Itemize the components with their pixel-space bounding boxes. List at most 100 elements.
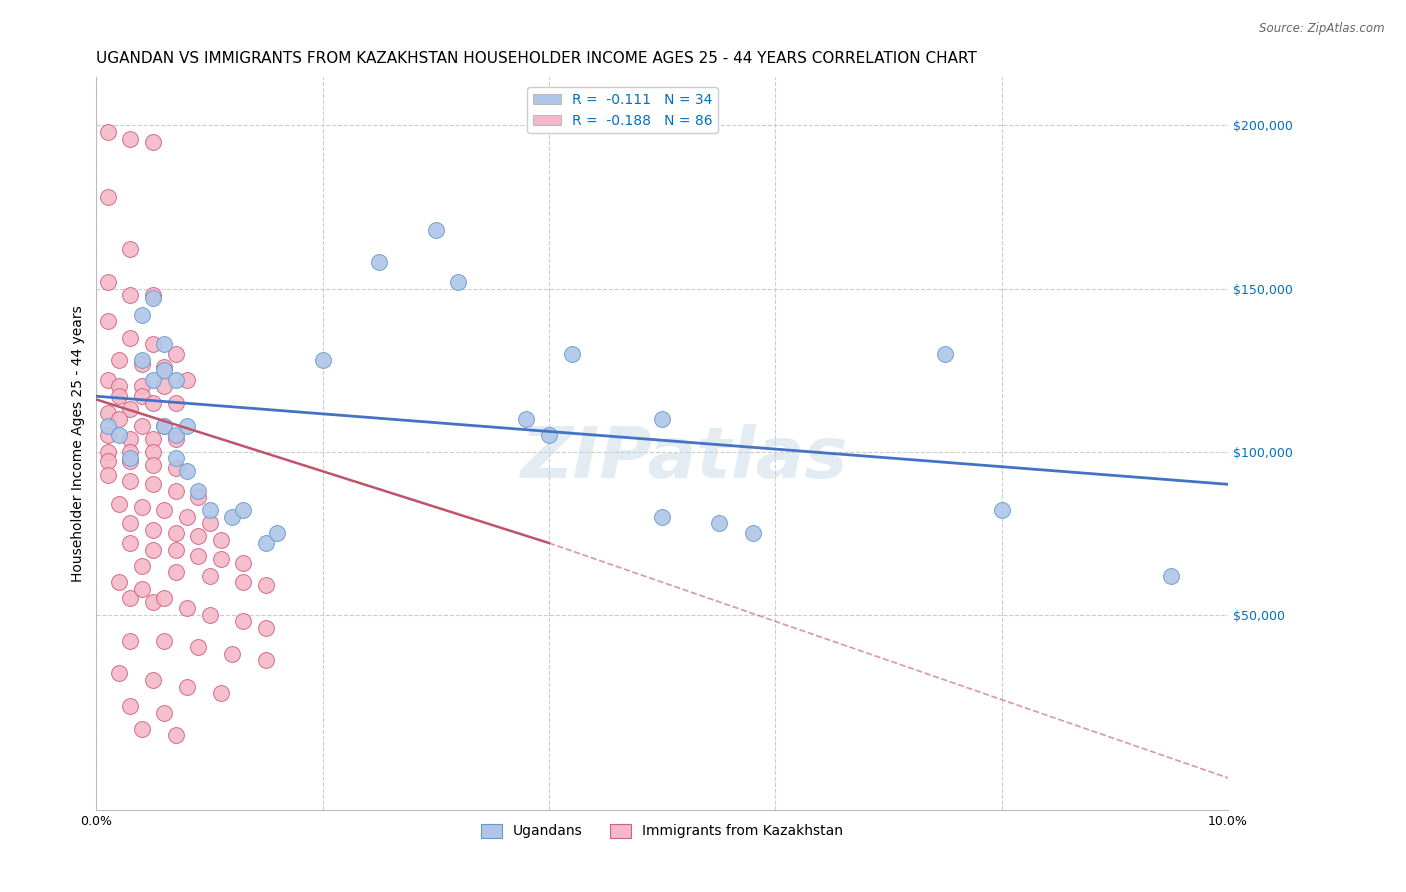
Point [142, 396, 165, 410]
Point [120, 402, 142, 417]
Point [165, 483, 187, 498]
Point [120, 131, 142, 145]
Point [209, 552, 232, 566]
Point [651, 412, 673, 426]
Point [165, 451, 187, 466]
Point [254, 578, 277, 592]
Point [537, 428, 560, 442]
Point [142, 373, 165, 387]
Point [165, 566, 187, 580]
Point [131, 357, 153, 371]
Point [131, 353, 153, 368]
Point [153, 706, 176, 720]
Point [187, 483, 209, 498]
Point [120, 516, 142, 531]
Point [120, 474, 142, 488]
Point [97, 314, 120, 328]
Point [142, 595, 165, 609]
Point [153, 633, 176, 648]
Point [254, 653, 277, 667]
Point [187, 549, 209, 563]
Point [131, 722, 153, 736]
Point [934, 347, 956, 361]
Point [198, 516, 221, 531]
Point [131, 558, 153, 573]
Point [142, 288, 165, 302]
Point [165, 373, 187, 387]
Point [153, 379, 176, 393]
Point [97, 454, 120, 468]
Point [165, 542, 187, 557]
Point [97, 467, 120, 482]
Point [232, 615, 254, 629]
Point [165, 729, 187, 743]
Point [120, 633, 142, 648]
Point [176, 510, 198, 524]
Point [1160, 568, 1182, 582]
Point [165, 432, 187, 446]
Point [97, 444, 120, 458]
Point [142, 432, 165, 446]
Point [221, 647, 243, 661]
Point [153, 591, 176, 606]
Point [165, 461, 187, 475]
Text: Source: ZipAtlas.com: Source: ZipAtlas.com [1260, 22, 1385, 36]
Point [153, 359, 176, 374]
Point [97, 275, 120, 289]
Point [232, 575, 254, 590]
Point [741, 526, 763, 541]
Point [120, 454, 142, 468]
Point [131, 379, 153, 393]
Point [120, 451, 142, 466]
Point [176, 464, 198, 478]
Point [221, 510, 243, 524]
Point [108, 575, 131, 590]
Point [153, 418, 176, 433]
Text: UGANDAN VS IMMIGRANTS FROM KAZAKHSTAN HOUSEHOLDER INCOME AGES 25 - 44 YEARS CORR: UGANDAN VS IMMIGRANTS FROM KAZAKHSTAN HO… [97, 51, 977, 66]
Point [165, 347, 187, 361]
Y-axis label: Householder Income Ages 25 - 44 years: Householder Income Ages 25 - 44 years [72, 305, 86, 582]
Point [131, 582, 153, 596]
Point [187, 491, 209, 505]
Point [209, 686, 232, 700]
Point [266, 526, 288, 541]
Point [187, 640, 209, 655]
Point [120, 536, 142, 550]
Point [142, 673, 165, 687]
Point [198, 568, 221, 582]
Point [142, 542, 165, 557]
Point [198, 503, 221, 517]
Point [209, 533, 232, 547]
Point [142, 458, 165, 472]
Point [131, 389, 153, 403]
Point [707, 516, 730, 531]
Point [232, 556, 254, 570]
Point [120, 330, 142, 344]
Point [108, 428, 131, 442]
Point [142, 444, 165, 458]
Point [311, 353, 333, 368]
Point [97, 125, 120, 139]
Point [198, 607, 221, 622]
Point [108, 353, 131, 368]
Point [108, 666, 131, 681]
Point [165, 396, 187, 410]
Point [97, 418, 120, 433]
Point [120, 243, 142, 257]
Point [153, 503, 176, 517]
Point [97, 405, 120, 419]
Point [254, 536, 277, 550]
Point [254, 621, 277, 635]
Point [108, 497, 131, 511]
Point [97, 190, 120, 204]
Point [97, 428, 120, 442]
Point [120, 444, 142, 458]
Point [142, 477, 165, 491]
Point [97, 373, 120, 387]
Point [515, 412, 537, 426]
Point [153, 418, 176, 433]
Point [176, 680, 198, 694]
Point [108, 412, 131, 426]
Text: ZIPatlas: ZIPatlas [522, 424, 848, 492]
Point [108, 379, 131, 393]
